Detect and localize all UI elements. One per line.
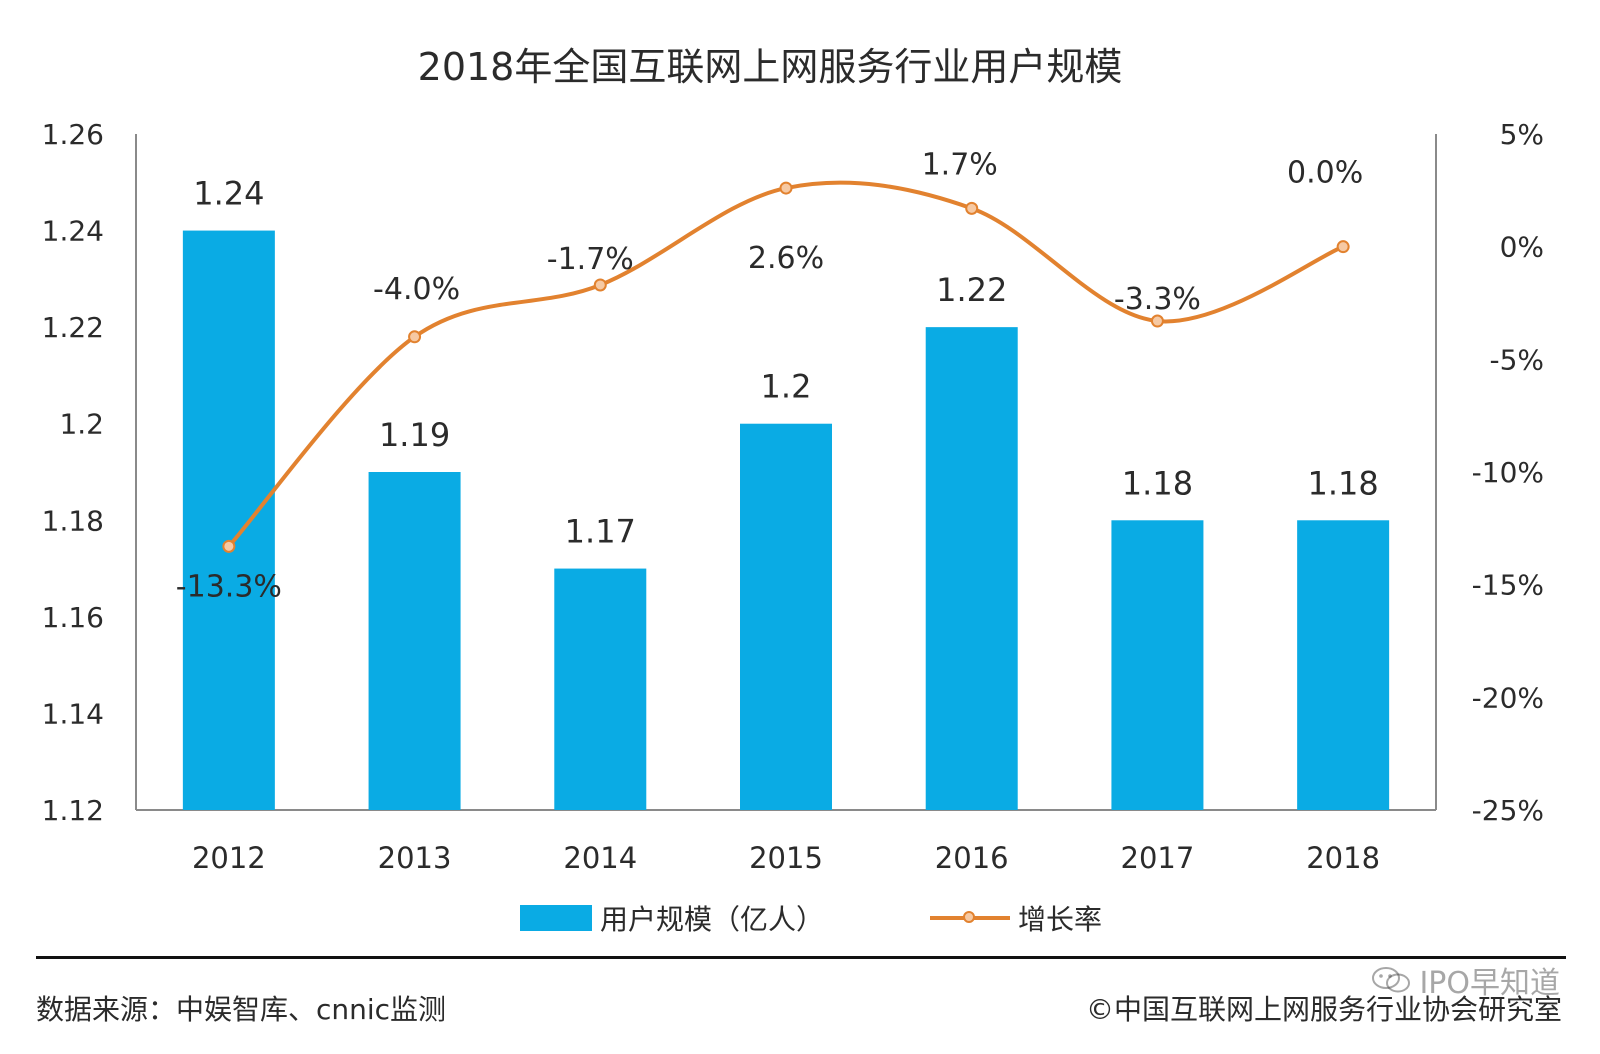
y-left-tick-label: 1.14 [42, 697, 104, 730]
y-left-tick-label: 1.24 [42, 215, 104, 248]
legend-line-label: 增长率 [1018, 903, 1103, 936]
growth-rate-point [1150, 314, 1164, 328]
source-note: 数据来源：中娱智库、cnnic监测 [36, 993, 447, 1026]
wechat-icon [1372, 967, 1411, 993]
copyright-note: ©中国互联网上网服务行业协会研究室 [1085, 993, 1562, 1026]
x-tick-label: 2012 [192, 841, 266, 875]
bar-value-label: 1.2 [761, 368, 812, 406]
line-value-label: -4.0% [373, 272, 460, 307]
y-right-tick-label: -25% [1472, 794, 1544, 827]
bar-value-label: 1.18 [1122, 464, 1193, 502]
y-right-tick-label: -15% [1472, 569, 1544, 602]
growth-rate-point [779, 181, 793, 195]
legend-bar: 用户规模（亿人） [520, 898, 824, 938]
x-tick-label: 2014 [563, 841, 637, 875]
growth-rate-point [408, 330, 422, 344]
y-right-tick-label: 0% [1500, 231, 1544, 264]
bar [554, 568, 647, 810]
x-tick-label: 2018 [1306, 841, 1380, 875]
legend-bar-swatch [520, 905, 592, 931]
y-right-tick-label: -10% [1472, 456, 1544, 489]
bar-value-label: 1.22 [936, 271, 1007, 309]
y-left-tick-label: 1.12 [42, 794, 104, 827]
x-tick-label: 2015 [749, 841, 823, 875]
legend-line: 增长率 [930, 898, 1102, 938]
watermark: IPO早知道 [1371, 958, 1560, 1002]
line-value-label: 1.7% [922, 147, 998, 182]
y-left-tick-label: 1.26 [42, 118, 104, 151]
growth-rate-point [593, 278, 607, 292]
line-value-label: -1.7% [547, 242, 634, 277]
bar [368, 472, 461, 810]
bar [925, 327, 1018, 810]
bar-value-label: 1.19 [379, 416, 450, 454]
bar-value-label: 1.18 [1308, 464, 1379, 502]
growth-rate-point [965, 201, 979, 215]
x-tick-label: 2017 [1121, 841, 1195, 875]
line-value-label: -3.3% [1114, 282, 1201, 317]
y-left-tick-label: 1.2 [59, 408, 104, 441]
chart-title: 2018年全国互联网上网服务行业用户规模 [417, 45, 1123, 89]
line-value-label: 0.0% [1287, 156, 1363, 191]
y-left-tick-label: 1.22 [42, 311, 104, 344]
y-right-tick-label: -20% [1472, 681, 1544, 714]
line-value-label: -13.3% [176, 569, 282, 604]
bar [740, 423, 832, 810]
bar-value-label: 1.17 [565, 513, 636, 551]
bar [1297, 520, 1390, 810]
watermark-text: IPO早知道 [1419, 966, 1560, 1001]
growth-rate-point [1336, 240, 1350, 254]
y-right-tick-label: 5% [1500, 118, 1544, 151]
line-value-label: 2.6% [748, 241, 824, 276]
bar [182, 230, 275, 811]
y-left-tick-label: 1.16 [42, 601, 104, 634]
footer-divider [36, 956, 1566, 959]
x-tick-label: 2013 [378, 841, 452, 875]
legend-bar-label: 用户规模（亿人） [600, 903, 825, 936]
growth-rate-point [222, 539, 236, 553]
bar-value-label: 1.24 [193, 175, 264, 213]
y-right-tick-label: -5% [1489, 343, 1544, 376]
legend-line-swatch [930, 905, 1010, 931]
bar [1111, 520, 1204, 810]
y-left-tick-label: 1.18 [42, 504, 104, 537]
x-tick-label: 2016 [935, 841, 1009, 875]
